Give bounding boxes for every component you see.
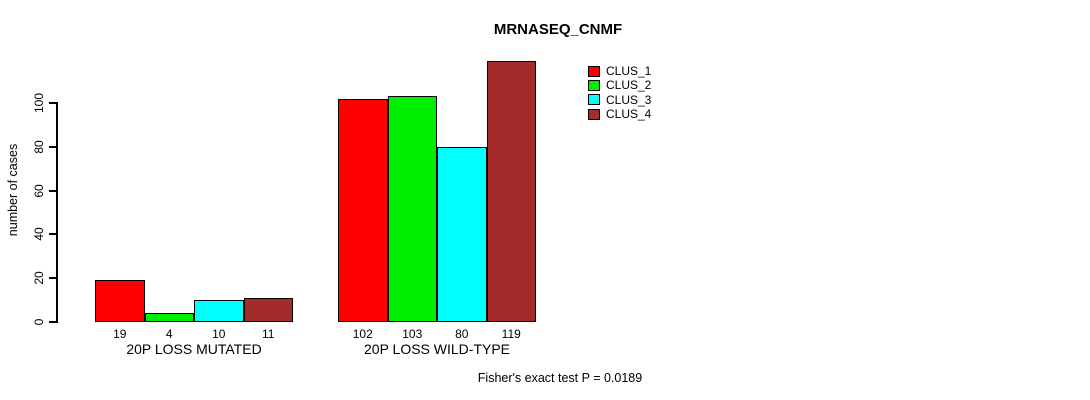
bar-clus-3-20p-loss-mutated xyxy=(194,300,244,322)
legend-row-clus-1: CLUS_1 xyxy=(588,64,651,78)
bar-clus-1-20p-loss-mutated xyxy=(95,280,145,322)
fisher-test-annotation: Fisher's exact test P = 0.0189 xyxy=(477,371,643,385)
category-label-20p-loss-wild-type: 20P LOSS WILD-TYPE xyxy=(363,341,511,357)
bar-clus-1-20p-loss-wild-type xyxy=(338,98,388,322)
legend-swatch-clus-3 xyxy=(588,94,600,106)
legend-row-clus-3: CLUS_3 xyxy=(588,93,651,107)
bar-value-label: 19 xyxy=(113,327,127,341)
legend-label-clus-4: CLUS_4 xyxy=(606,107,652,122)
bar-value-label: 119 xyxy=(501,327,521,341)
bar-value-label: 103 xyxy=(402,327,423,341)
y-tick-mark-20 xyxy=(49,277,57,280)
y-axis-title: number of cases xyxy=(6,143,20,237)
y-axis-line xyxy=(56,102,58,323)
bar-clus-2-20p-loss-mutated xyxy=(144,313,194,322)
legend-label-clus-1: CLUS_1 xyxy=(606,64,652,79)
bar-value-label: 4 xyxy=(165,327,173,341)
y-tick-label-0: 0 xyxy=(32,318,46,326)
y-tick-label-40: 40 xyxy=(32,227,46,242)
bar-value-label: 80 xyxy=(455,327,469,341)
bar-clus-4-20p-loss-wild-type xyxy=(486,61,536,322)
y-tick-label-80: 80 xyxy=(32,140,46,154)
bar-value-label: 10 xyxy=(212,327,226,341)
legend-swatch-clus-1 xyxy=(588,65,600,77)
y-tick-mark-40 xyxy=(49,233,57,236)
bar-clus-4-20p-loss-mutated xyxy=(243,297,293,322)
y-tick-mark-0 xyxy=(49,321,57,323)
bar-value-label: 102 xyxy=(352,327,373,341)
y-tick-mark-60 xyxy=(49,189,57,192)
y-tick-label-100: 100 xyxy=(32,92,46,114)
legend-row-clus-2: CLUS_2 xyxy=(588,78,651,92)
legend-swatch-clus-4 xyxy=(588,108,600,120)
y-tick-label-60: 60 xyxy=(32,183,46,198)
legend-label-clus-3: CLUS_3 xyxy=(606,92,652,107)
bar-clus-3-20p-loss-wild-type xyxy=(437,146,487,322)
legend: CLUS_1 CLUS_2 CLUS_3 CLUS_4 xyxy=(588,64,651,121)
legend-row-clus-4: CLUS_4 xyxy=(588,107,651,121)
y-tick-mark-80 xyxy=(49,145,57,148)
y-tick-mark-100 xyxy=(49,102,57,104)
bar-value-label: 11 xyxy=(262,327,275,341)
legend-label-clus-2: CLUS_2 xyxy=(606,78,652,93)
legend-swatch-clus-2 xyxy=(588,79,600,91)
bar-clus-2-20p-loss-wild-type xyxy=(387,96,437,322)
y-tick-label-20: 20 xyxy=(32,271,46,285)
chart-title: MRNASEQ_CNMF xyxy=(493,21,623,38)
category-label-20p-loss-mutated: 20P LOSS MUTATED xyxy=(126,341,262,357)
